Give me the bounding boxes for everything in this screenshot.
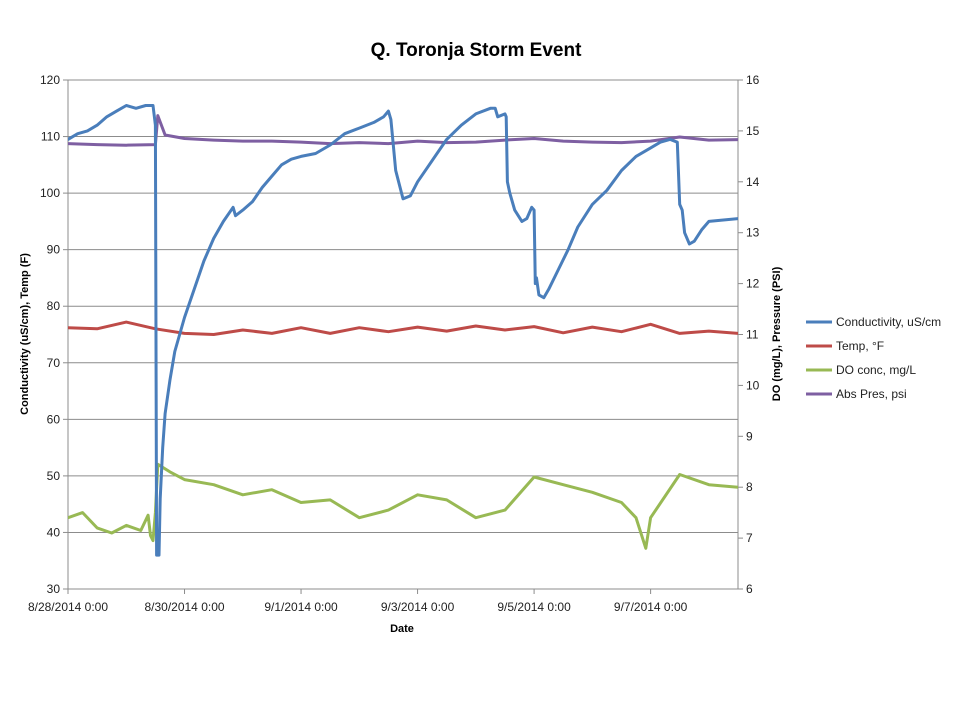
tick-labels: 30 40 50 60 70 80 90 100 110 120 6 7 8 9 10 11 12 13 14 15 1… bbox=[28, 73, 760, 614]
y-right-tick-label: 12 bbox=[746, 277, 760, 291]
legend-entry: Conductivity, uS/cm bbox=[836, 315, 941, 329]
series-lines bbox=[68, 104, 738, 557]
legend-entry: Abs Pres, psi bbox=[836, 387, 907, 401]
series-line-3 bbox=[68, 114, 738, 147]
x-tick-label: 9/7/2014 0:00 bbox=[614, 600, 688, 614]
y-left-tick-label: 80 bbox=[47, 299, 61, 313]
x-tick-label: 9/1/2014 0:00 bbox=[264, 600, 338, 614]
y-left-tick-label: 40 bbox=[47, 525, 61, 539]
legend: Conductivity, uS/cm Temp, °F DO conc, mg/L… bbox=[806, 315, 941, 401]
y-right-tick-label: 14 bbox=[746, 175, 760, 189]
x-axis-label: Date bbox=[390, 623, 414, 635]
chart-title: Q. Toronja Storm Event bbox=[371, 40, 582, 61]
x-tick-label: 9/3/2014 0:00 bbox=[381, 600, 455, 614]
y-left-tick-label: 30 bbox=[47, 582, 61, 596]
y-right-tick-label: 6 bbox=[746, 582, 753, 596]
series-line-0 bbox=[68, 104, 738, 557]
y-right-tick-label: 8 bbox=[746, 480, 753, 494]
x-tick-label: 9/5/2014 0:00 bbox=[497, 600, 571, 614]
y-right-tick-label: 15 bbox=[746, 124, 760, 138]
y-left-tick-label: 120 bbox=[40, 73, 60, 87]
y-right-tick-label: 16 bbox=[746, 73, 760, 87]
legend-entry: Temp, °F bbox=[836, 339, 884, 353]
y-left-tick-label: 50 bbox=[47, 469, 61, 483]
legend-entry: DO conc, mg/L bbox=[836, 363, 916, 377]
y-right-tick-label: 13 bbox=[746, 226, 760, 240]
y-right-axis-label: DO (mg/L), Pressure (PSI) bbox=[771, 266, 783, 401]
y-left-tick-label: 90 bbox=[47, 243, 61, 257]
series-line-2 bbox=[68, 462, 738, 550]
y-left-tick-label: 60 bbox=[47, 412, 61, 426]
y-right-tick-label: 7 bbox=[746, 531, 753, 545]
y-right-tick-label: 10 bbox=[746, 378, 760, 392]
axes bbox=[63, 79, 743, 594]
y-right-tick-label: 9 bbox=[746, 429, 753, 443]
y-right-tick-label: 11 bbox=[746, 328, 759, 342]
y-left-tick-label: 100 bbox=[40, 186, 60, 200]
y-left-tick-label: 110 bbox=[41, 130, 60, 144]
x-tick-label: 8/28/2014 0:00 bbox=[28, 600, 108, 614]
x-tick-label: 8/30/2014 0:00 bbox=[144, 600, 224, 614]
y-left-tick-label: 70 bbox=[47, 356, 61, 370]
y-left-axis-label: Conductivity (uS/cm), Temp (F) bbox=[19, 253, 31, 415]
